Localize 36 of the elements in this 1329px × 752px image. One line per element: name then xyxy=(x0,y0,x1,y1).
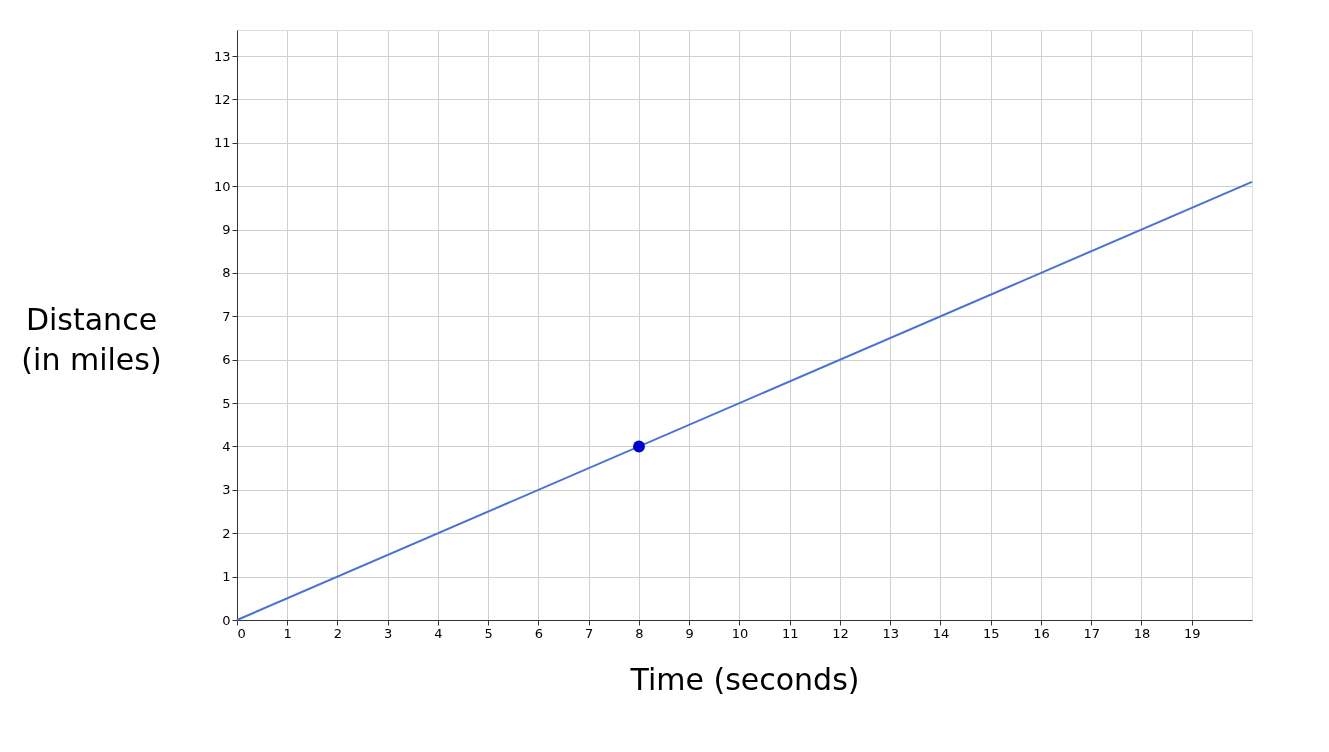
x-tick-label: 4 xyxy=(434,625,443,641)
x-tick-label: 0 xyxy=(237,625,246,641)
x-tick-label: 11 xyxy=(781,625,799,641)
y-tick-label: 2 xyxy=(222,525,231,541)
x-tick-label: 16 xyxy=(1033,625,1050,641)
x-tick-label: 15 xyxy=(982,625,1000,641)
x-tick-label: 13 xyxy=(882,625,899,641)
y-tick-label: 1 xyxy=(222,569,231,585)
y-axis-title: Distance (in miles) xyxy=(21,301,162,377)
y-tick-label: 7 xyxy=(222,308,231,324)
x-tick-label: 17 xyxy=(1083,625,1100,641)
x-tick-label: 8 xyxy=(635,625,644,641)
y-tick-label: 0 xyxy=(222,612,231,628)
x-tick-label: 6 xyxy=(534,625,544,641)
x-tick-label: 9 xyxy=(685,625,694,641)
y-tick-label: 5 xyxy=(222,395,231,411)
x-tick-label: 3 xyxy=(384,625,393,641)
x-tick-label: 5 xyxy=(484,625,493,641)
x-tick-label: 19 xyxy=(1183,625,1201,641)
x-tick-label: 12 xyxy=(832,625,849,641)
y-tick-label: 8 xyxy=(222,265,231,281)
x-tick-label: 1 xyxy=(283,625,292,641)
x-tick-label: 7 xyxy=(585,625,594,641)
y-tick-label: 11 xyxy=(213,135,231,151)
x-axis-title: Time (seconds) xyxy=(629,661,860,697)
y-tick-label: 12 xyxy=(213,91,231,107)
y-tick-label: 6 xyxy=(222,352,231,368)
y-tick-label: 3 xyxy=(222,482,231,498)
y-tick-label: 4 xyxy=(222,438,231,454)
x-tick-label: 18 xyxy=(1133,625,1151,641)
x-tick-label: 10 xyxy=(731,625,749,641)
y-tick-label: 10 xyxy=(213,178,231,194)
y-tick-label: 13 xyxy=(213,48,231,64)
y-tick-label: 9 xyxy=(222,222,231,238)
x-tick-label: 14 xyxy=(932,625,950,641)
x-tick-label: 2 xyxy=(333,625,343,641)
